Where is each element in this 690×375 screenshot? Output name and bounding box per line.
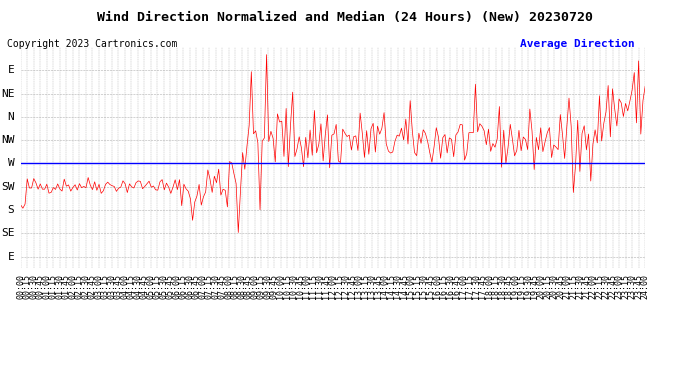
Text: Wind Direction Normalized and Median (24 Hours) (New) 20230720: Wind Direction Normalized and Median (24… (97, 11, 593, 24)
Text: Average Direction: Average Direction (520, 39, 635, 50)
Text: Copyright 2023 Cartronics.com: Copyright 2023 Cartronics.com (7, 39, 177, 50)
